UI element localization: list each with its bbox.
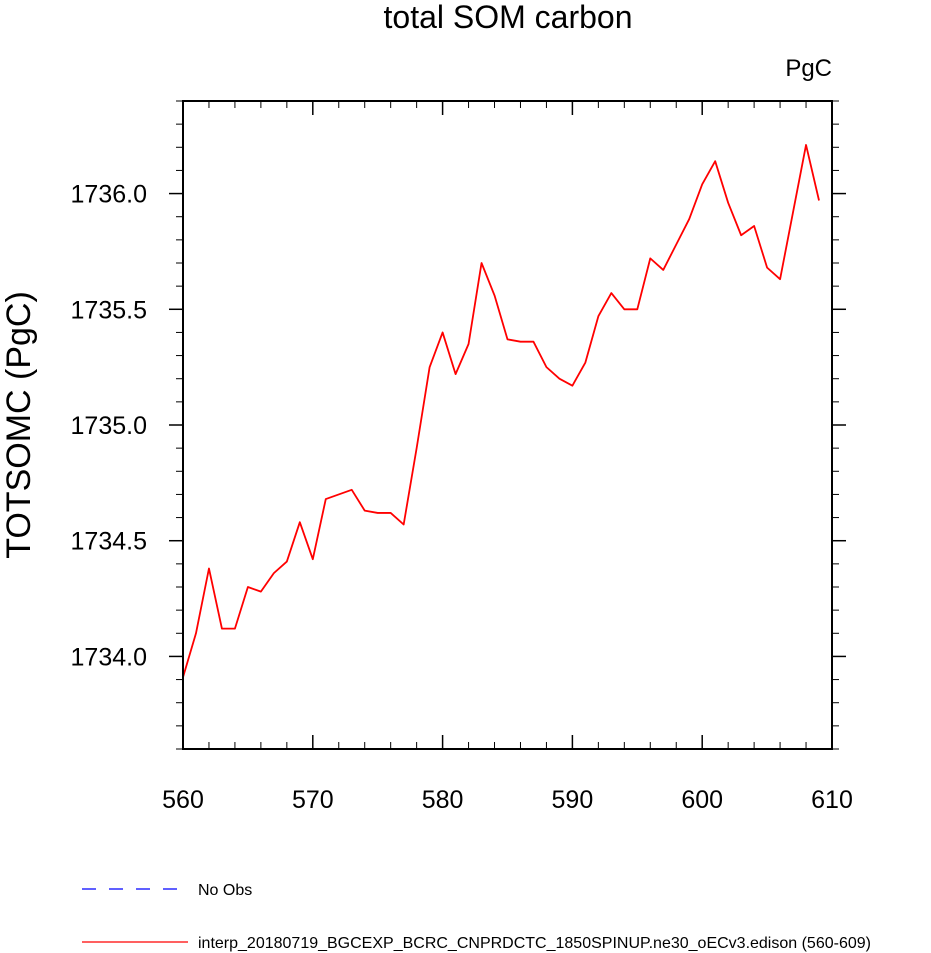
series-line-0 xyxy=(182,144,820,678)
x-tick-label: 580 xyxy=(422,786,464,814)
series-layer xyxy=(182,144,820,678)
x-tick-label: 600 xyxy=(681,786,723,814)
y-tick-label: 1736.0 xyxy=(71,181,147,209)
legend-label-model: interp_20180719_BGCEXP_BCRC_CNPRDCTC_185… xyxy=(198,935,871,952)
y-axis-label: TOTSOMC (PgC) xyxy=(0,291,38,559)
legend-label-no-obs: No Obs xyxy=(198,882,252,899)
plot-frame xyxy=(182,100,833,750)
chart-title: total SOM carbon xyxy=(384,0,633,35)
axis-ticks xyxy=(169,100,846,750)
y-tick-labels: 1734.0 1734.5 1735.0 1735.5 1736.0 xyxy=(71,181,147,672)
x-tick-label: 590 xyxy=(552,786,594,814)
y-tick-label: 1735.5 xyxy=(71,296,147,324)
x-tick-labels: 560 570 580 590 600 610 xyxy=(162,786,853,814)
legend: No Obs interp_20180719_BGCEXP_BCRC_CNPRD… xyxy=(82,882,871,952)
x-tick-label: 610 xyxy=(811,786,853,814)
y-tick-label: 1734.0 xyxy=(71,643,147,671)
x-tick-label: 570 xyxy=(292,786,334,814)
units-label: PgC xyxy=(785,55,832,82)
x-tick-label: 560 xyxy=(162,786,204,814)
y-tick-label: 1735.0 xyxy=(71,412,147,440)
y-tick-label: 1734.5 xyxy=(71,528,147,556)
